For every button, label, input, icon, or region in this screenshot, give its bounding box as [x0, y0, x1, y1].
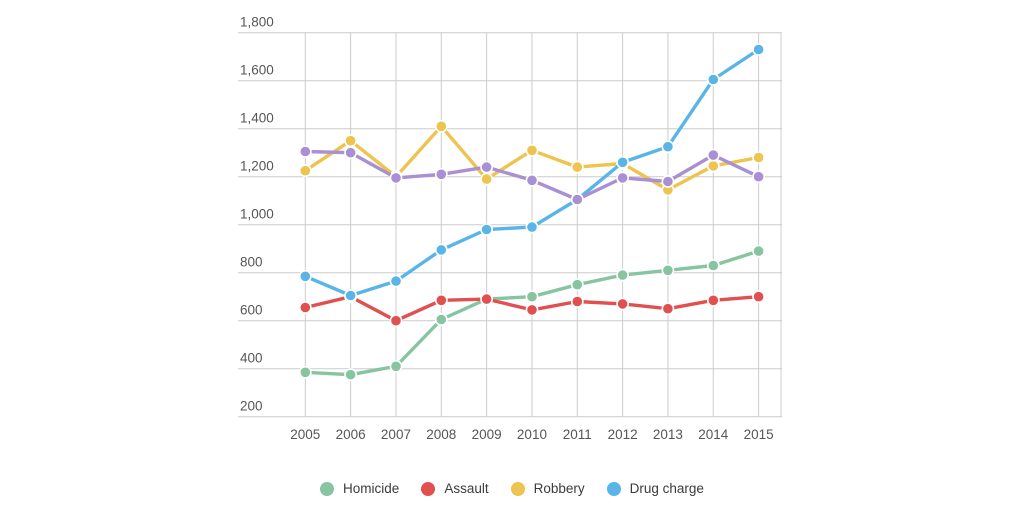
data-point-assault	[389, 314, 403, 328]
data-point-assault	[480, 292, 493, 306]
data-point-robbery	[298, 164, 312, 178]
x-tick-label: 2005	[290, 427, 320, 442]
data-point-assault	[706, 293, 720, 307]
data-point-assault	[570, 295, 584, 308]
data-point-homicide	[570, 278, 584, 292]
data-point-unlabeled-purple	[480, 160, 493, 174]
data-point-drug-charge	[344, 289, 357, 302]
x-tick-label: 2015	[744, 427, 774, 442]
y-tick-label: 1,000	[240, 207, 274, 222]
series-unlabeled-purple	[298, 145, 765, 206]
data-point-assault	[616, 297, 629, 311]
y-tick-label: 400	[240, 351, 263, 366]
data-point-robbery	[344, 134, 357, 148]
data-point-drug-charge	[434, 243, 448, 257]
data-point-drug-charge	[480, 223, 493, 236]
data-point-assault	[525, 303, 539, 317]
data-point-homicide	[706, 259, 720, 272]
data-point-unlabeled-purple	[344, 146, 357, 160]
data-point-drug-charge	[661, 140, 675, 154]
gridlines	[238, 32, 782, 418]
data-point-assault	[661, 302, 675, 316]
y-tick-label: 1,200	[240, 159, 274, 174]
data-point-homicide	[525, 290, 539, 304]
x-tick-label: 2008	[426, 427, 456, 442]
y-tick-label: 600	[240, 303, 263, 318]
data-point-unlabeled-purple	[298, 145, 312, 158]
y-tick-label: 1,800	[240, 15, 274, 30]
legend-item-assault[interactable]: Assault	[421, 481, 489, 496]
x-tick-label: 2009	[472, 427, 502, 442]
legend-swatch-homicide	[320, 481, 335, 496]
y-tick-label: 800	[240, 255, 263, 270]
legend-item-homicide[interactable]: Homicide	[320, 481, 399, 496]
data-point-assault	[752, 290, 765, 304]
data-point-unlabeled-purple	[616, 171, 629, 185]
legend-swatch-robbery	[510, 481, 525, 496]
data-point-robbery	[570, 160, 584, 174]
data-point-robbery	[706, 159, 720, 173]
y-axis-labels: 200 400 600 800 1,000 1,200 1,400 1,600 1,800	[240, 15, 274, 414]
y-tick-label: 1,400	[240, 111, 274, 126]
data-point-assault	[298, 301, 312, 314]
y-tick-label: 200	[240, 399, 263, 414]
legend-label-robbery: Robbery	[533, 481, 585, 496]
y-tick-label: 1,600	[240, 63, 274, 78]
data-point-unlabeled-purple	[752, 170, 765, 184]
x-tick-label: 2006	[336, 427, 366, 442]
legend-swatch-drug-charge	[606, 481, 621, 496]
legend-swatch-assault	[421, 481, 436, 496]
x-tick-label: 2013	[653, 427, 683, 442]
chart-legend: Homicide Assault Robbery Drug charge	[0, 481, 1024, 496]
data-point-unlabeled-purple	[661, 175, 675, 188]
x-tick-label: 2007	[381, 427, 411, 442]
data-point-unlabeled-purple	[570, 193, 584, 206]
legend-label-homicide: Homicide	[343, 481, 400, 496]
data-point-robbery	[480, 172, 493, 186]
data-point-robbery	[525, 143, 539, 157]
x-tick-label: 2010	[517, 427, 547, 442]
legend-item-robbery[interactable]: Robbery	[510, 481, 585, 496]
data-point-drug-charge	[525, 220, 539, 234]
data-point-robbery	[752, 151, 765, 164]
legend-label-drug-charge: Drug charge	[629, 481, 704, 496]
legend-item-drug-charge[interactable]: Drug charge	[606, 481, 704, 496]
data-point-unlabeled-purple	[706, 148, 720, 162]
series-homicide	[298, 244, 765, 382]
data-point-unlabeled-purple	[434, 167, 448, 181]
x-axis-labels: 2005 2006 2007 2008 2009 2010 2011 2012 2013 2014…	[290, 427, 773, 442]
x-tick-label: 2012	[608, 427, 638, 442]
data-point-homicide	[752, 244, 765, 258]
data-point-drug-charge	[389, 274, 403, 288]
data-point-homicide	[434, 313, 448, 326]
data-point-assault	[434, 293, 448, 307]
data-point-drug-charge	[752, 43, 765, 56]
data-point-homicide	[389, 359, 403, 373]
x-tick-label: 2011	[563, 427, 592, 442]
data-point-homicide	[298, 365, 312, 379]
x-tick-label: 2014	[698, 427, 729, 442]
data-point-homicide	[661, 263, 675, 277]
data-point-drug-charge	[616, 155, 629, 169]
data-point-robbery	[434, 119, 448, 133]
data-point-homicide	[616, 268, 629, 282]
legend-label-assault: Assault	[444, 481, 489, 496]
data-point-unlabeled-purple	[389, 171, 403, 185]
data-point-unlabeled-purple	[525, 173, 539, 187]
data-point-drug-charge	[706, 73, 720, 86]
data-point-homicide	[344, 368, 357, 382]
data-point-drug-charge	[298, 269, 312, 283]
